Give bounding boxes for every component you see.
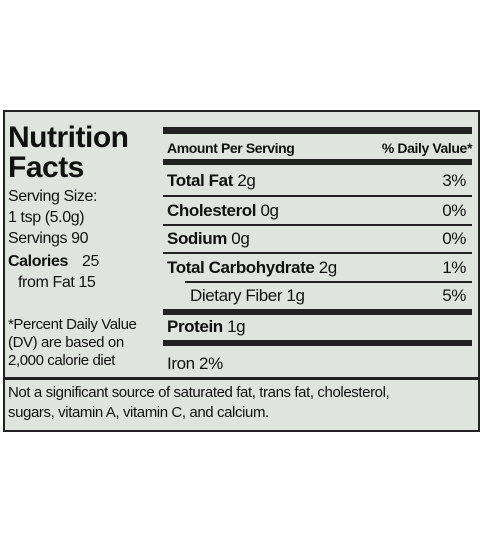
footnote: (DV) are based on <box>8 334 124 351</box>
rule <box>163 159 472 165</box>
serving-info: Servings 90 <box>8 230 89 247</box>
daily-value: 0% <box>442 201 466 220</box>
nutrient-amount: 2g <box>237 171 256 190</box>
calories-value: 25 <box>82 253 99 270</box>
serving-info: 1 tsp (5.0g) <box>8 209 85 226</box>
nutrient-amount: 0g <box>231 229 250 248</box>
serving-info: Serving Size: <box>8 188 98 205</box>
daily-value: 1% <box>442 258 466 277</box>
nutrient-name: Cholesterol 0g <box>167 201 279 220</box>
title-line: Facts <box>8 151 84 184</box>
footnote: 2,000 calorie diet <box>8 352 116 369</box>
footnote: *Percent Daily Value <box>8 316 137 333</box>
daily-value: 5% <box>442 286 466 305</box>
rule <box>163 195 472 197</box>
nutrient-name: Dietary Fiber 1g <box>190 286 305 305</box>
daily-value: 3% <box>442 171 466 190</box>
rule <box>163 252 472 254</box>
rule <box>3 377 480 380</box>
calories-label: Calories <box>8 253 68 270</box>
daily-value: 0% <box>442 229 466 248</box>
note: sugars, vitamin A, vitamin C, and calciu… <box>8 404 269 421</box>
nutrient-amount: 2g <box>318 258 338 277</box>
nutrient-name: Total Fat 2g <box>167 171 256 190</box>
title-line: Nutrition <box>8 121 129 154</box>
rule <box>163 340 472 346</box>
rule <box>163 224 472 226</box>
iron: Iron 2% <box>167 354 223 373</box>
header-amount: Amount Per Serving <box>167 140 295 156</box>
nutrient-name: Protein 1g <box>167 317 246 336</box>
from-fat: from Fat 15 <box>18 274 96 291</box>
rule <box>163 309 472 315</box>
nutrient-name: Total Carbohydrate 2g <box>167 258 338 277</box>
nutrient-name: Sodium 0g <box>167 229 250 248</box>
rule <box>185 281 472 283</box>
note: Not a significant source of saturated fa… <box>8 384 390 401</box>
header-dv: % Daily Value* <box>381 140 473 156</box>
nutrient-amount: 0g <box>260 201 279 220</box>
nutrient-amount: 1g <box>227 317 246 336</box>
rule <box>163 127 472 134</box>
